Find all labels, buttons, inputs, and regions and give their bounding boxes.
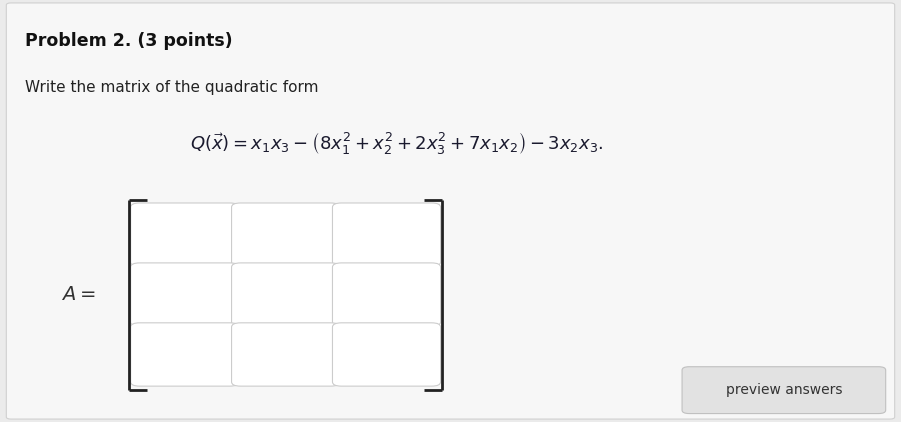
FancyBboxPatch shape <box>232 323 340 386</box>
FancyBboxPatch shape <box>332 323 441 386</box>
FancyBboxPatch shape <box>6 3 895 419</box>
Text: $A =$: $A =$ <box>61 286 96 303</box>
FancyBboxPatch shape <box>131 263 239 326</box>
FancyBboxPatch shape <box>232 203 340 266</box>
FancyBboxPatch shape <box>131 323 239 386</box>
FancyBboxPatch shape <box>332 203 441 266</box>
FancyBboxPatch shape <box>131 203 239 266</box>
Text: preview answers: preview answers <box>725 383 842 397</box>
Text: Problem 2. (3 points): Problem 2. (3 points) <box>25 32 232 50</box>
FancyBboxPatch shape <box>682 367 886 414</box>
FancyBboxPatch shape <box>332 263 441 326</box>
FancyBboxPatch shape <box>232 263 340 326</box>
Text: $Q(\vec{x}) = x_1x_3 - \left(8x_1^2 + x_2^2 + 2x_3^2 + 7x_1x_2\right) - 3x_2x_3.: $Q(\vec{x}) = x_1x_3 - \left(8x_1^2 + x_… <box>190 130 603 157</box>
Text: Write the matrix of the quadratic form: Write the matrix of the quadratic form <box>25 80 319 95</box>
